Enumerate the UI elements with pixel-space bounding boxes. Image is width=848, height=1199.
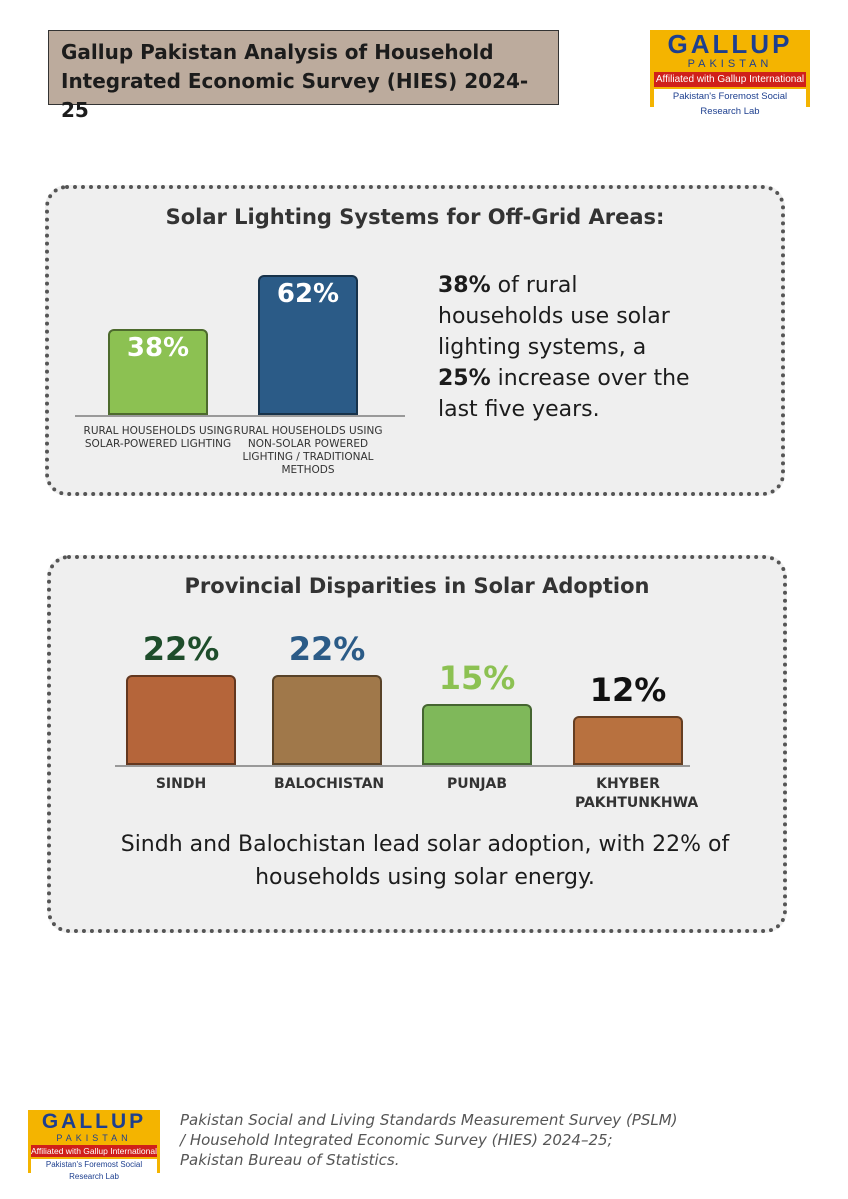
logo-tagline: Pakistan's Foremost Social Research Lab bbox=[654, 89, 806, 119]
value-label: 22% bbox=[288, 630, 366, 668]
value-label: 12% bbox=[589, 670, 667, 709]
value-label: 62% bbox=[276, 279, 340, 309]
category-label: RURAL HOUSEHOLDS USING SOLAR-POWERED LIG… bbox=[83, 425, 233, 450]
summary-part: increase over the last five years. bbox=[438, 366, 690, 422]
bar bbox=[422, 703, 532, 765]
logo-country: PAKISTAN bbox=[687, 58, 773, 70]
category-label: BALOCHISTAN bbox=[274, 776, 385, 792]
value-label: 22% bbox=[142, 630, 220, 668]
category-label: KHYBER PAKHTUNKHWA bbox=[575, 776, 699, 811]
logo-tagline: Pakistan's Foremost Social Research Lab bbox=[31, 1159, 157, 1183]
logo-name: GALLUP bbox=[667, 29, 793, 59]
logo-affiliation: Affiliated with Gallup International bbox=[31, 1145, 158, 1157]
logo-name: GALLUP bbox=[41, 1110, 147, 1133]
bar bbox=[108, 329, 208, 415]
summary: 38% of rural households use solar lighti… bbox=[438, 270, 698, 425]
bar bbox=[126, 675, 236, 765]
caption: Sindh and Balochistan lead solar adoptio… bbox=[120, 832, 730, 890]
header-title: Gallup Pakistan Analysis of Household In… bbox=[48, 30, 559, 122]
summary-part: of rural households use solar lighting s… bbox=[438, 273, 670, 360]
logo-affiliation: Affiliated with Gallup International bbox=[654, 72, 806, 87]
category-label: PUNJAB bbox=[446, 776, 508, 792]
panel-title: Solar Lighting Systems for Off-Grid Area… bbox=[165, 205, 665, 229]
category-label: SINDH bbox=[155, 776, 207, 792]
baseline bbox=[115, 765, 690, 767]
value-label: 38% bbox=[126, 333, 190, 364]
logo-country: PAKISTAN bbox=[56, 1133, 132, 1143]
panel-title: Provincial Disparities in Solar Adoption bbox=[184, 574, 650, 598]
bar bbox=[258, 275, 358, 415]
logo: GALLUP PAKISTAN Affiliated with Gallup I… bbox=[28, 1110, 160, 1183]
source-note: Pakistan Social and Living Standards Mea… bbox=[180, 1111, 678, 1169]
summary-part: 38% bbox=[438, 273, 491, 298]
bar bbox=[573, 715, 683, 765]
summary-part: 25% bbox=[438, 366, 491, 391]
value-label: 15% bbox=[438, 658, 516, 697]
logo: GALLUP PAKISTAN Affiliated with Gallup I… bbox=[650, 29, 810, 119]
category-label: RURAL HOUSEHOLDS USING NON-SOLAR POWERED… bbox=[233, 425, 383, 476]
bar bbox=[272, 675, 382, 765]
baseline bbox=[75, 415, 405, 417]
